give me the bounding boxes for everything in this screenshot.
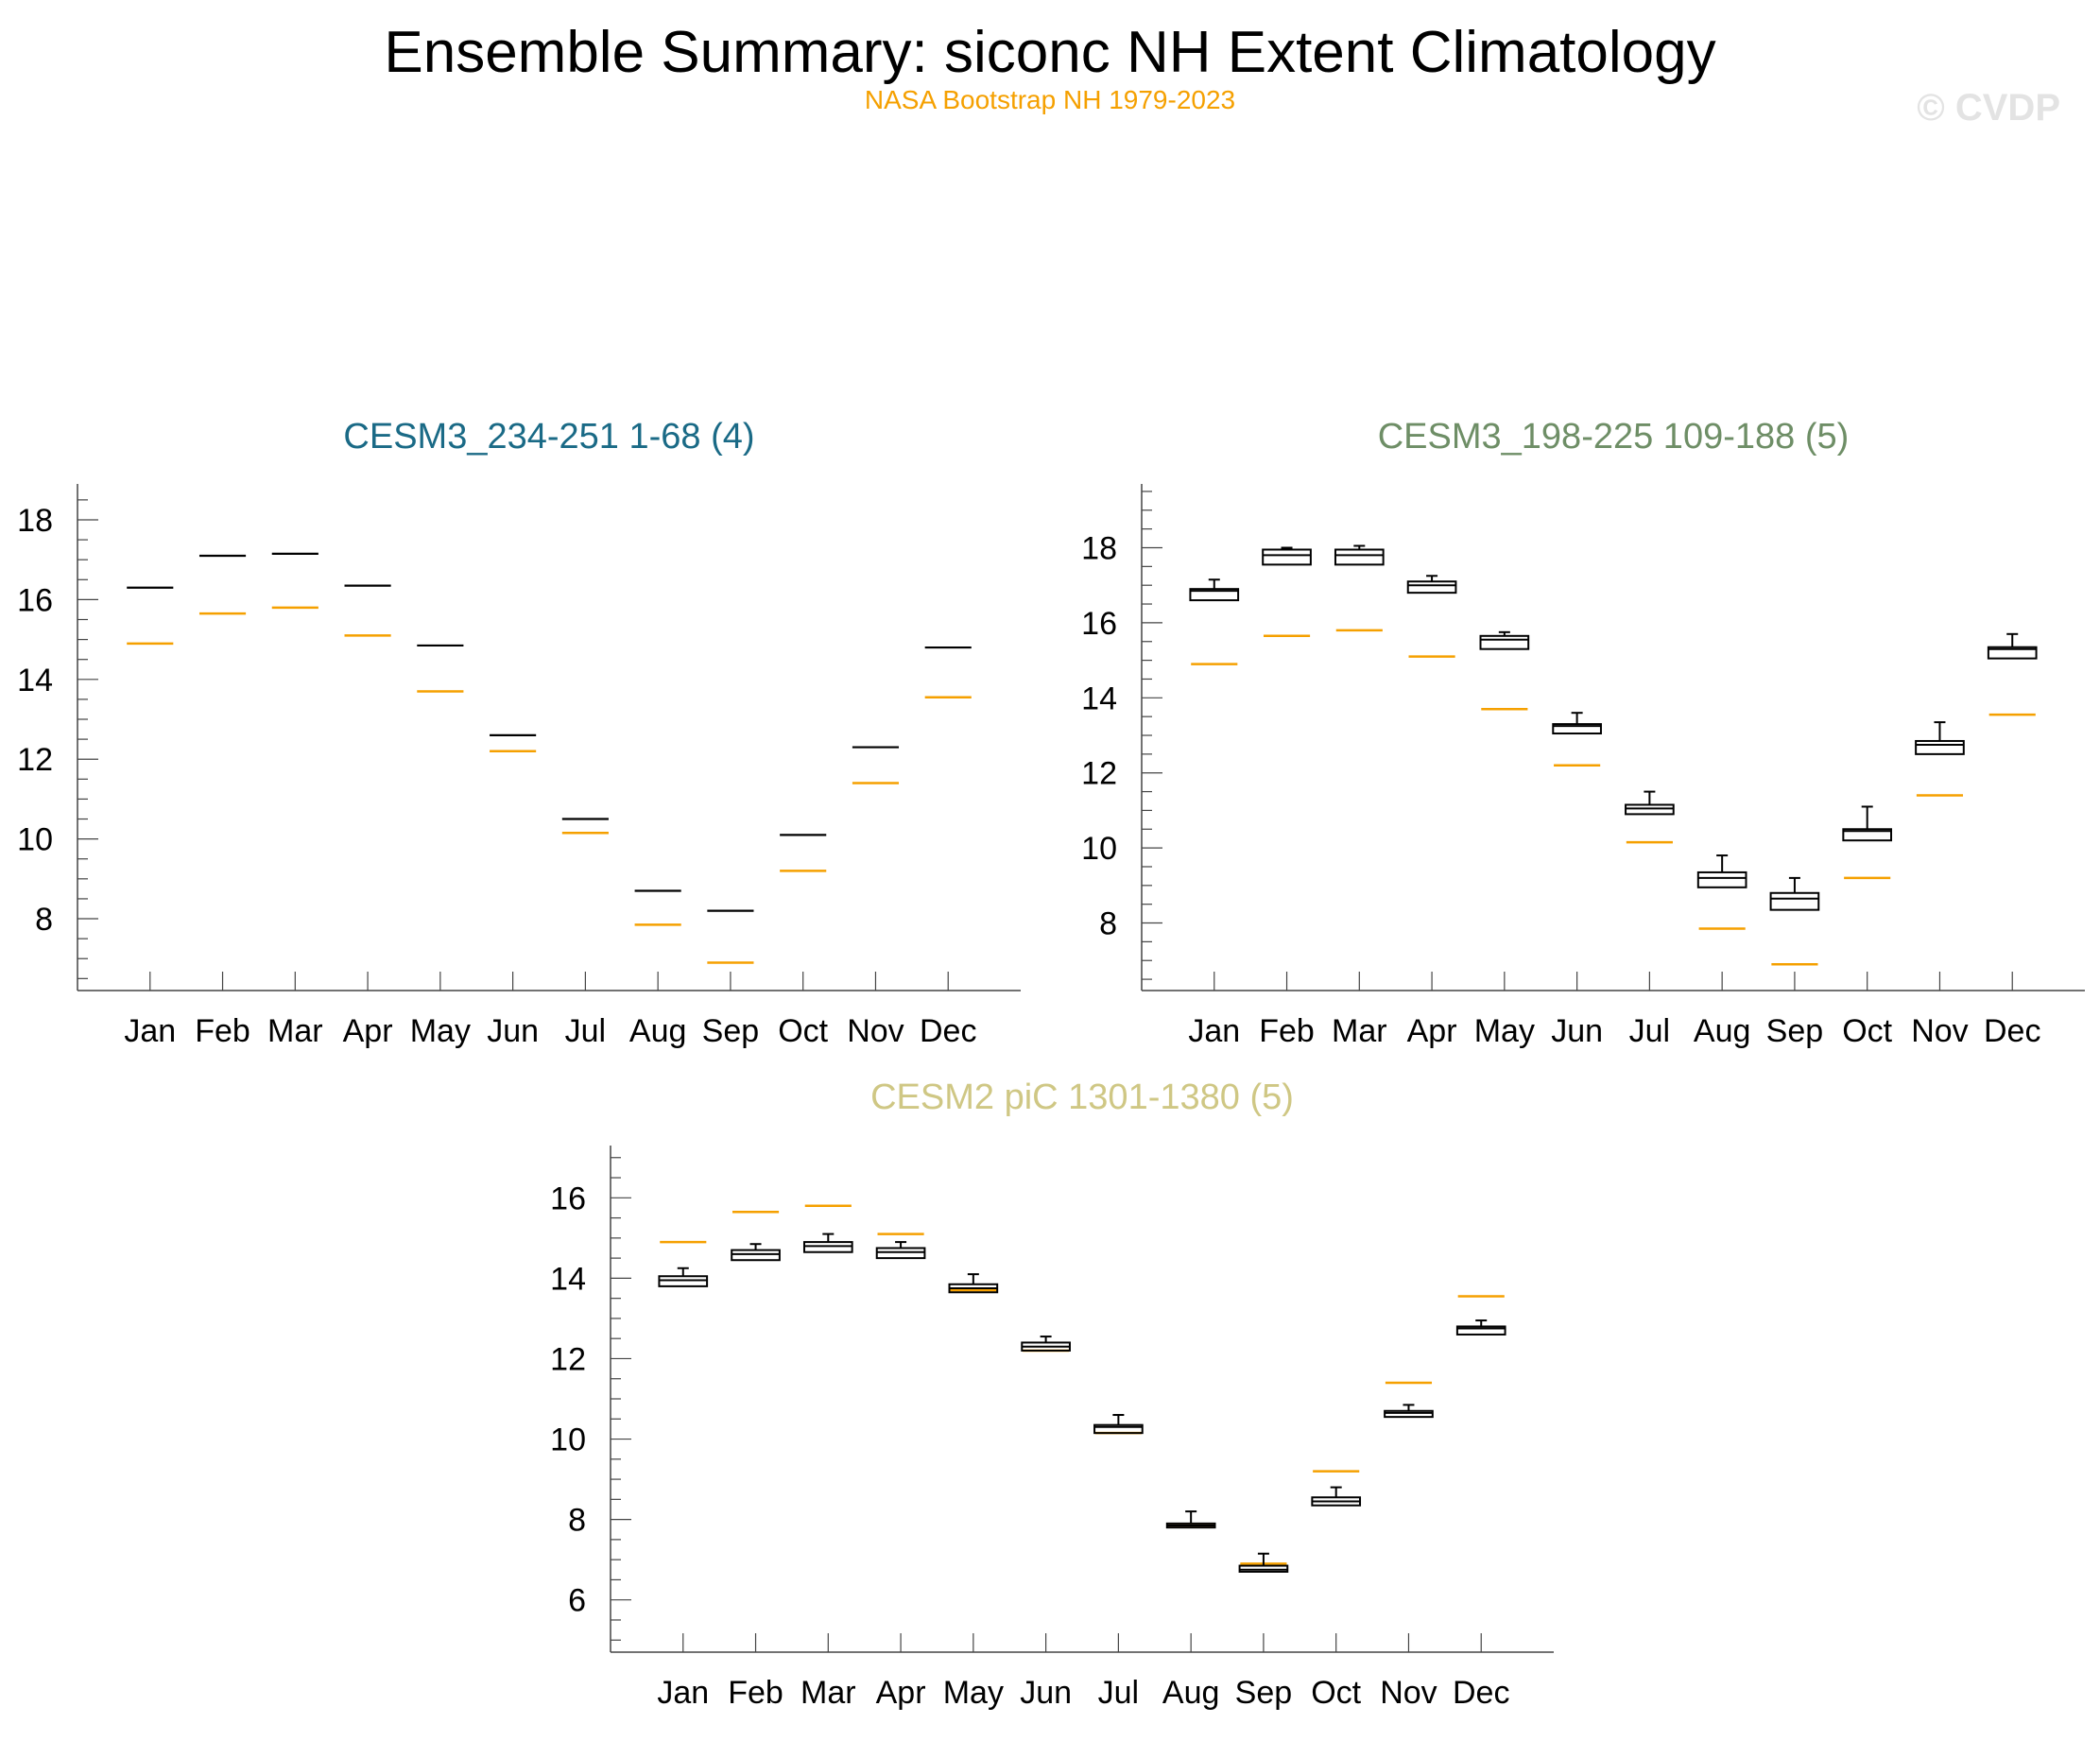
ensemble-box xyxy=(1406,580,1457,595)
x-tick-label: Jul xyxy=(1629,1013,1670,1049)
y-tick-label: 12 xyxy=(17,742,53,778)
panel-cesm3-198-225: CESM3_198-225 109-188 (5) 8 10 12 14 16 18 Jan F… xyxy=(1081,417,2085,1049)
y-tick-label: 8 xyxy=(1099,906,1117,942)
x-tick-label: Dec xyxy=(920,1013,976,1049)
ensemble-box xyxy=(1552,723,1602,735)
x-tick-label: Jan xyxy=(124,1013,176,1049)
ensemble-box xyxy=(1238,1564,1289,1573)
y-tick-label: 10 xyxy=(550,1422,586,1458)
x-tick-label: May xyxy=(410,1013,471,1049)
y-tick-label: 12 xyxy=(550,1341,586,1377)
figure-title: Ensemble Summary: siconc NH Extent Clima… xyxy=(384,20,1716,85)
y-tick-label: 16 xyxy=(1081,606,1117,642)
y-tick-label: 14 xyxy=(550,1261,586,1297)
x-tick-label: Mar xyxy=(1332,1013,1387,1049)
panel-cesm3-234-251: CESM3_234-251 1-68 (4) 8 10 12 14 16 18 Jan Feb M… xyxy=(17,417,1021,1049)
x-tick-label: Oct xyxy=(1311,1675,1361,1711)
y-tick-label: 10 xyxy=(1081,831,1117,867)
x-tick-label: Aug xyxy=(1162,1675,1220,1711)
x-tick-label: Feb xyxy=(728,1675,783,1711)
ensemble-box xyxy=(1189,588,1240,602)
y-tick-label: 8 xyxy=(568,1503,586,1539)
ensemble-box xyxy=(1334,548,1385,566)
x-tick-label: Jul xyxy=(1098,1675,1139,1711)
ensemble-box xyxy=(1696,870,1747,888)
figure-subtitle: NASA Bootstrap NH 1979-2023 xyxy=(864,85,1236,114)
x-tick-label: Jan xyxy=(1188,1013,1240,1049)
y-tick-label: 8 xyxy=(35,902,53,938)
y-tick-label: 16 xyxy=(550,1181,586,1216)
x-tick-label: Mar xyxy=(800,1675,856,1711)
x-tick-label: Sep xyxy=(702,1013,760,1049)
x-tick-label: Apr xyxy=(1407,1013,1457,1049)
x-tick-label: Aug xyxy=(1694,1013,1751,1049)
y-tick-label: 18 xyxy=(1081,530,1117,566)
ensemble-box xyxy=(1384,1409,1434,1419)
ensemble-box xyxy=(875,1247,926,1260)
x-tick-label: Jun xyxy=(1551,1013,1603,1049)
x-tick-label: Jun xyxy=(487,1013,539,1049)
x-tick-label: Dec xyxy=(1453,1675,1509,1711)
panel-title: CESM3_198-225 109-188 (5) xyxy=(1378,417,1850,457)
watermark: © CVDP xyxy=(1917,87,2060,129)
x-tick-label: Oct xyxy=(778,1013,828,1049)
ensemble-box xyxy=(1842,828,1893,842)
ensemble-box xyxy=(731,1249,781,1262)
y-tick-label: 6 xyxy=(568,1583,586,1619)
y-tick-label: 14 xyxy=(17,663,53,698)
x-tick-label: Jul xyxy=(565,1013,606,1049)
x-tick-label: Jan xyxy=(657,1675,709,1711)
y-tick-label: 14 xyxy=(1081,681,1117,716)
x-tick-label: May xyxy=(943,1675,1004,1711)
x-tick-label: Sep xyxy=(1766,1013,1824,1049)
x-tick-label: Apr xyxy=(343,1013,393,1049)
x-tick-label: Mar xyxy=(267,1013,323,1049)
x-tick-label: Aug xyxy=(629,1013,687,1049)
y-tick-label: 12 xyxy=(1081,756,1117,792)
x-tick-label: Feb xyxy=(195,1013,250,1049)
x-tick-label: May xyxy=(1474,1013,1535,1049)
panel-cesm2-pic: CESM2 piC 1301-1380 (5) 6 8 10 12 14 16 Jan Feb M… xyxy=(550,1077,1554,1711)
panel-title: CESM3_234-251 1-68 (4) xyxy=(343,417,754,457)
y-tick-label: 10 xyxy=(17,822,53,858)
ensemble-box xyxy=(1262,548,1312,566)
x-tick-label: Nov xyxy=(847,1013,904,1049)
y-tick-label: 18 xyxy=(17,503,53,539)
ensemble-box xyxy=(1769,891,1820,911)
ensemble-box xyxy=(1455,1325,1506,1336)
panel-title: CESM2 piC 1301-1380 (5) xyxy=(870,1077,1294,1117)
ensemble-box xyxy=(802,1241,853,1253)
x-tick-label: Oct xyxy=(1842,1013,1892,1049)
ensemble-box xyxy=(1987,646,2038,660)
x-tick-label: Jun xyxy=(1020,1675,1072,1711)
x-tick-label: Dec xyxy=(1984,1013,2040,1049)
x-tick-label: Nov xyxy=(1911,1013,1968,1049)
x-tick-label: Sep xyxy=(1235,1675,1293,1711)
ensemble-box xyxy=(1479,634,1530,650)
x-tick-label: Nov xyxy=(1380,1675,1437,1711)
ensemble-box xyxy=(1093,1423,1144,1435)
ensemble-box xyxy=(1915,739,1965,755)
ensemble-box xyxy=(658,1275,709,1287)
y-tick-label: 16 xyxy=(17,582,53,618)
x-tick-label: Feb xyxy=(1259,1013,1315,1049)
x-tick-label: Apr xyxy=(876,1675,926,1711)
